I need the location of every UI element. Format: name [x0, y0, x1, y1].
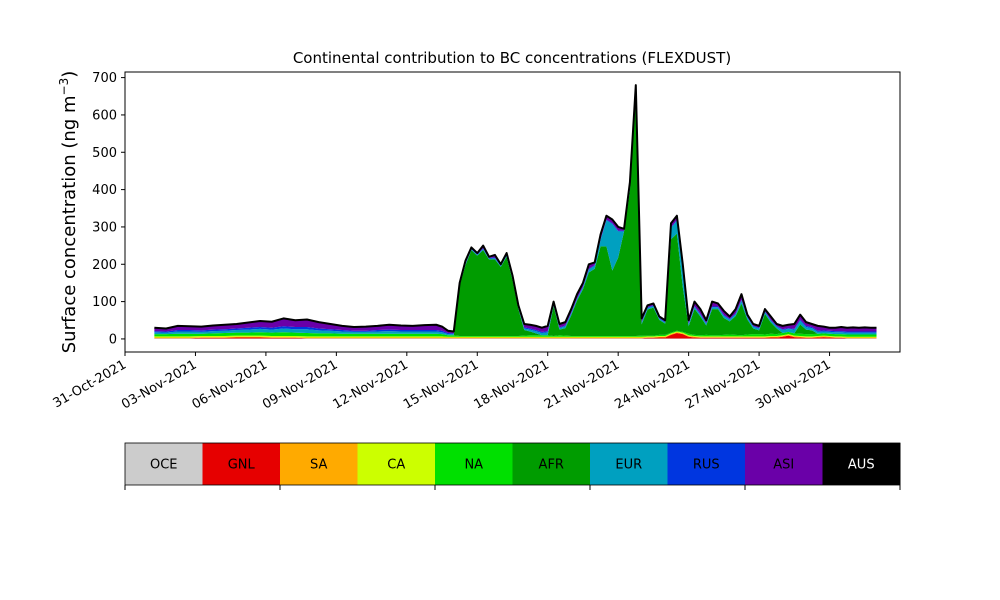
legend-label-eur: EUR [615, 458, 642, 473]
x-tick-label: 09-Nov-2021 [260, 357, 340, 412]
legend-swatch-sa [280, 443, 358, 485]
legend-label-gnl: GNL [228, 458, 256, 473]
y-axis-label: Surface concentration (ng m−3) [57, 71, 80, 354]
legend-swatch-oce [125, 443, 203, 485]
legend-frame [124, 442, 901, 486]
legend-swatch-afr [512, 443, 591, 485]
y-tick-label: 500 [92, 146, 117, 161]
y-axis-label-text: Surface concentration (ng m [59, 95, 80, 353]
series-area-gnl [154, 332, 877, 339]
legend-swatch-rus [667, 443, 746, 485]
x-axis: 31-Oct-202103-Nov-202106-Nov-202109-Nov-… [51, 352, 834, 412]
y-tick-label: 200 [92, 258, 117, 273]
legend-label-ca: CA [387, 458, 405, 473]
x-tick-label: 06-Nov-2021 [190, 357, 270, 412]
x-tick-label: 12-Nov-2021 [331, 357, 411, 412]
series-area-ca [154, 331, 877, 338]
x-tick-label: 30-Nov-2021 [753, 357, 833, 412]
x-tick-label: 24-Nov-2021 [612, 357, 692, 412]
y-tick-label: 0 [109, 332, 117, 347]
y-tick-label: 600 [92, 108, 117, 123]
legend-swatch-eur [590, 443, 668, 485]
legend-swatch-aus [822, 443, 901, 485]
legend-swatch-ca [357, 443, 436, 485]
chart-title: Continental contribution to BC concentra… [293, 49, 731, 67]
y-axis: 0 100 200 300 400 500 600 700 [92, 71, 125, 347]
legend-label-afr: AFR [539, 458, 564, 473]
x-tick-label: 31-Oct-2021 [51, 357, 129, 411]
legend-swatch-asi [745, 443, 823, 485]
y-tick-label: 400 [92, 183, 117, 198]
total-line [154, 84, 877, 333]
y-axis-label-close: ) [59, 71, 80, 78]
plot-frame [124, 71, 901, 353]
legend-label-aus: AUS [848, 458, 875, 473]
x-tick-label: 27-Nov-2021 [683, 357, 763, 412]
series-area-afr [154, 95, 877, 336]
legend-swatch-gnl [202, 443, 281, 485]
legend-label-asi: ASI [773, 458, 794, 473]
legend-label-rus: RUS [693, 458, 720, 473]
y-tick-label: 700 [92, 71, 117, 86]
series-area-na [154, 330, 877, 337]
legend-label-na: NA [464, 458, 483, 473]
x-tick-label: 15-Nov-2021 [401, 357, 481, 412]
x-tick-label: 21-Nov-2021 [542, 357, 622, 412]
y-tick-label: 300 [92, 220, 117, 235]
y-tick-label: 100 [92, 295, 117, 310]
legend-colorbar: OCE GNL SA CA NA AFR EUR RUS ASI AUS [124, 442, 901, 490]
legend-swatch-na [435, 443, 513, 485]
y-axis-label-exponent: −3 [57, 78, 71, 96]
series-area-sa [154, 332, 877, 339]
legend-label-oce: OCE [150, 458, 178, 473]
plot-area [154, 84, 877, 339]
x-tick-label: 03-Nov-2021 [119, 357, 199, 412]
legend-label-sa: SA [310, 458, 327, 473]
x-tick-label: 18-Nov-2021 [471, 357, 551, 412]
